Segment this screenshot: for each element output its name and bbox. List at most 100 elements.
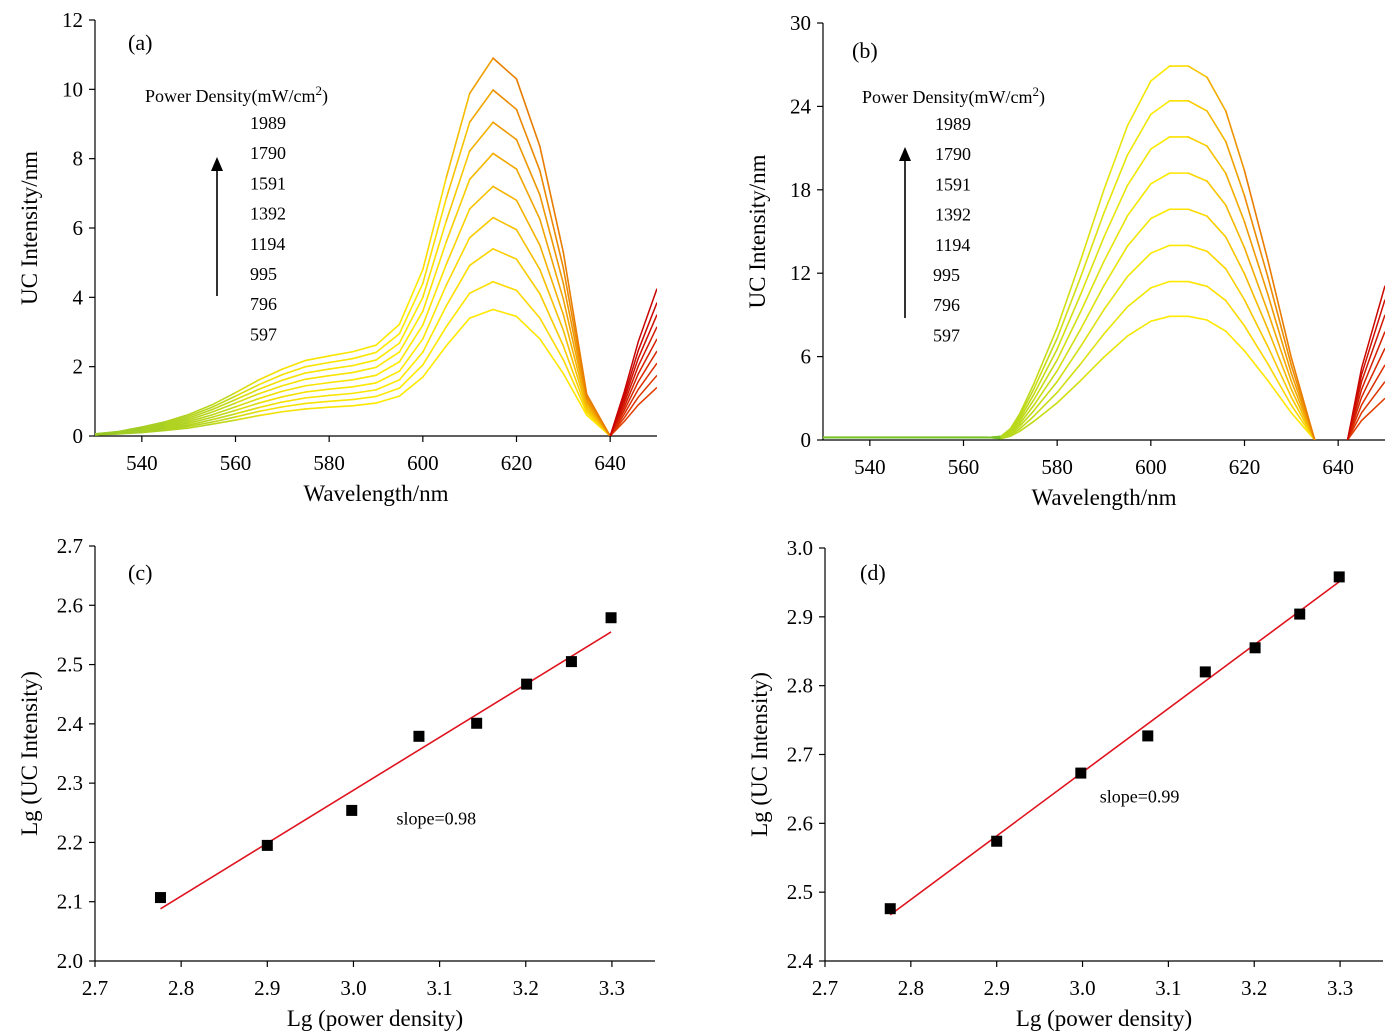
spectrum-segment bbox=[445, 208, 471, 266]
panel-a: 540 560 580 600 620 640 0 2 4 6 8 10 12 Wavelength/nm… bbox=[17, 8, 657, 506]
spectrum-segment bbox=[1126, 182, 1152, 217]
spectrum-segment bbox=[95, 430, 120, 435]
spectrum-segment bbox=[304, 374, 330, 380]
spectrum-segment bbox=[1009, 423, 1021, 434]
x-tick-label: 620 bbox=[501, 451, 533, 475]
x-tick-label: 3.0 bbox=[1069, 976, 1095, 1000]
spectrum-segment bbox=[328, 398, 354, 403]
spectrum-segment bbox=[515, 199, 541, 247]
spectrum-segment bbox=[328, 371, 354, 377]
spectrum-segment bbox=[281, 372, 307, 381]
spectrum-segment bbox=[422, 176, 448, 271]
spectrum-segment bbox=[1243, 247, 1269, 313]
spectrum-segment bbox=[398, 296, 424, 344]
spectrum-segment bbox=[258, 373, 284, 386]
spectrum-segment bbox=[351, 366, 377, 374]
x-tick-label: 580 bbox=[1041, 455, 1073, 479]
spectrum-segment bbox=[1018, 393, 1035, 420]
spectrum-segment bbox=[187, 414, 213, 423]
x-axis-title: Lg (power density) bbox=[287, 1006, 463, 1031]
spectrum-segment bbox=[187, 406, 213, 418]
spectrum-segment bbox=[422, 325, 448, 366]
spectrum-segment bbox=[375, 387, 401, 398]
data-point bbox=[1199, 666, 1211, 678]
spectrum-segment bbox=[1267, 379, 1293, 414]
y-axis-title: UC Intensity/nm bbox=[17, 151, 42, 305]
spectrum-segment bbox=[492, 216, 518, 231]
x-tick-label: 2.9 bbox=[254, 976, 280, 1000]
spectrum-segment bbox=[211, 409, 237, 419]
spectrum-segment bbox=[398, 324, 424, 363]
spectrum-segment bbox=[492, 89, 518, 111]
x-tick-label: 3.2 bbox=[1241, 976, 1267, 1000]
spectrum-segment bbox=[562, 372, 588, 417]
spectrum-segment bbox=[328, 405, 354, 409]
spectrum-segment bbox=[1032, 402, 1058, 423]
spectrum-segment bbox=[585, 393, 611, 436]
spectrum-segment bbox=[351, 374, 377, 381]
spectrum-segment bbox=[211, 398, 237, 411]
spectrum-segment bbox=[211, 391, 237, 406]
spectrum-segment bbox=[515, 108, 541, 172]
spectrum-segment bbox=[468, 248, 494, 267]
panel-label: (d) bbox=[860, 560, 886, 585]
spectrum-segment bbox=[234, 410, 260, 418]
panel-d: 2.7 2.8 2.9 3.0 3.1 3.2 3.3 2.4 2.5 2.6 2.7 2.8 2.9 3… bbox=[747, 536, 1383, 1031]
spectrum-segment bbox=[1187, 65, 1208, 79]
spectrum-segment bbox=[1018, 388, 1035, 418]
spectrum-segment bbox=[328, 357, 354, 364]
spectrum-segment bbox=[1079, 188, 1105, 262]
legend: Power Density(mW/cm2) 1989 1790 1591 1392 119… bbox=[862, 84, 1045, 345]
tail-line bbox=[1346, 397, 1385, 440]
spectrum-segment bbox=[234, 402, 260, 412]
spectrum-segment bbox=[281, 408, 307, 413]
spectrum-segment bbox=[164, 415, 190, 424]
spectrum-segment bbox=[445, 236, 471, 287]
y-tick-label: 2.7 bbox=[787, 743, 813, 767]
spectrum-segment bbox=[1206, 215, 1227, 238]
x-tick-label: 560 bbox=[220, 451, 252, 475]
spectrum-segment bbox=[468, 121, 494, 152]
spectrum-segment bbox=[351, 389, 377, 395]
spectrum-segment bbox=[445, 92, 471, 179]
spectrum-segment bbox=[1150, 315, 1171, 323]
legend-entry: 597 bbox=[250, 324, 277, 344]
spectrum-segment bbox=[1126, 80, 1152, 127]
spectrum-segment bbox=[351, 402, 377, 407]
x-tick-label: 2.8 bbox=[898, 976, 924, 1000]
x-tick-label: 3.0 bbox=[340, 976, 366, 1000]
spectrum-segment bbox=[445, 121, 471, 200]
spectrum-segment bbox=[234, 379, 260, 394]
spectrum-segment bbox=[258, 406, 284, 413]
legend-entry: 1392 bbox=[250, 204, 286, 224]
slope-annotation: slope=0.98 bbox=[397, 809, 477, 829]
spectrum-segment bbox=[1103, 335, 1129, 358]
y-axis-title: UC Intensity/nm bbox=[745, 154, 770, 308]
data-point bbox=[1294, 608, 1306, 620]
spectrum-segment bbox=[492, 280, 518, 292]
x-tick-label: 2.7 bbox=[812, 976, 838, 1000]
spectrum-segment bbox=[1032, 337, 1058, 390]
spectrum-segment bbox=[258, 390, 284, 400]
spectrum-segment bbox=[1032, 369, 1058, 407]
spectrum-segment bbox=[1079, 260, 1105, 313]
spectrum-segment bbox=[211, 413, 237, 421]
x-tick-label: 2.9 bbox=[984, 976, 1010, 1000]
spectrum-segment bbox=[304, 368, 330, 374]
data-point bbox=[1075, 767, 1087, 779]
spectrum-segment bbox=[515, 289, 541, 319]
x-tick-label: 3.1 bbox=[1155, 976, 1181, 1000]
y-tick-label: 2.7 bbox=[57, 534, 83, 558]
spectrum-segment bbox=[234, 414, 260, 421]
spectrum-segment bbox=[422, 241, 448, 313]
spectrum-segment bbox=[562, 282, 588, 401]
spectrum-segment bbox=[398, 282, 424, 335]
y-tick-label: 0 bbox=[801, 428, 812, 452]
legend-entry: 995 bbox=[250, 264, 277, 284]
y-tick-label: 30 bbox=[790, 11, 811, 35]
y-tick-label: 8 bbox=[73, 147, 84, 171]
spectrum-segment bbox=[211, 395, 237, 409]
spectrum-segment bbox=[281, 397, 307, 403]
spectrum-segment bbox=[1150, 208, 1171, 220]
spectrum-segment bbox=[234, 406, 260, 415]
